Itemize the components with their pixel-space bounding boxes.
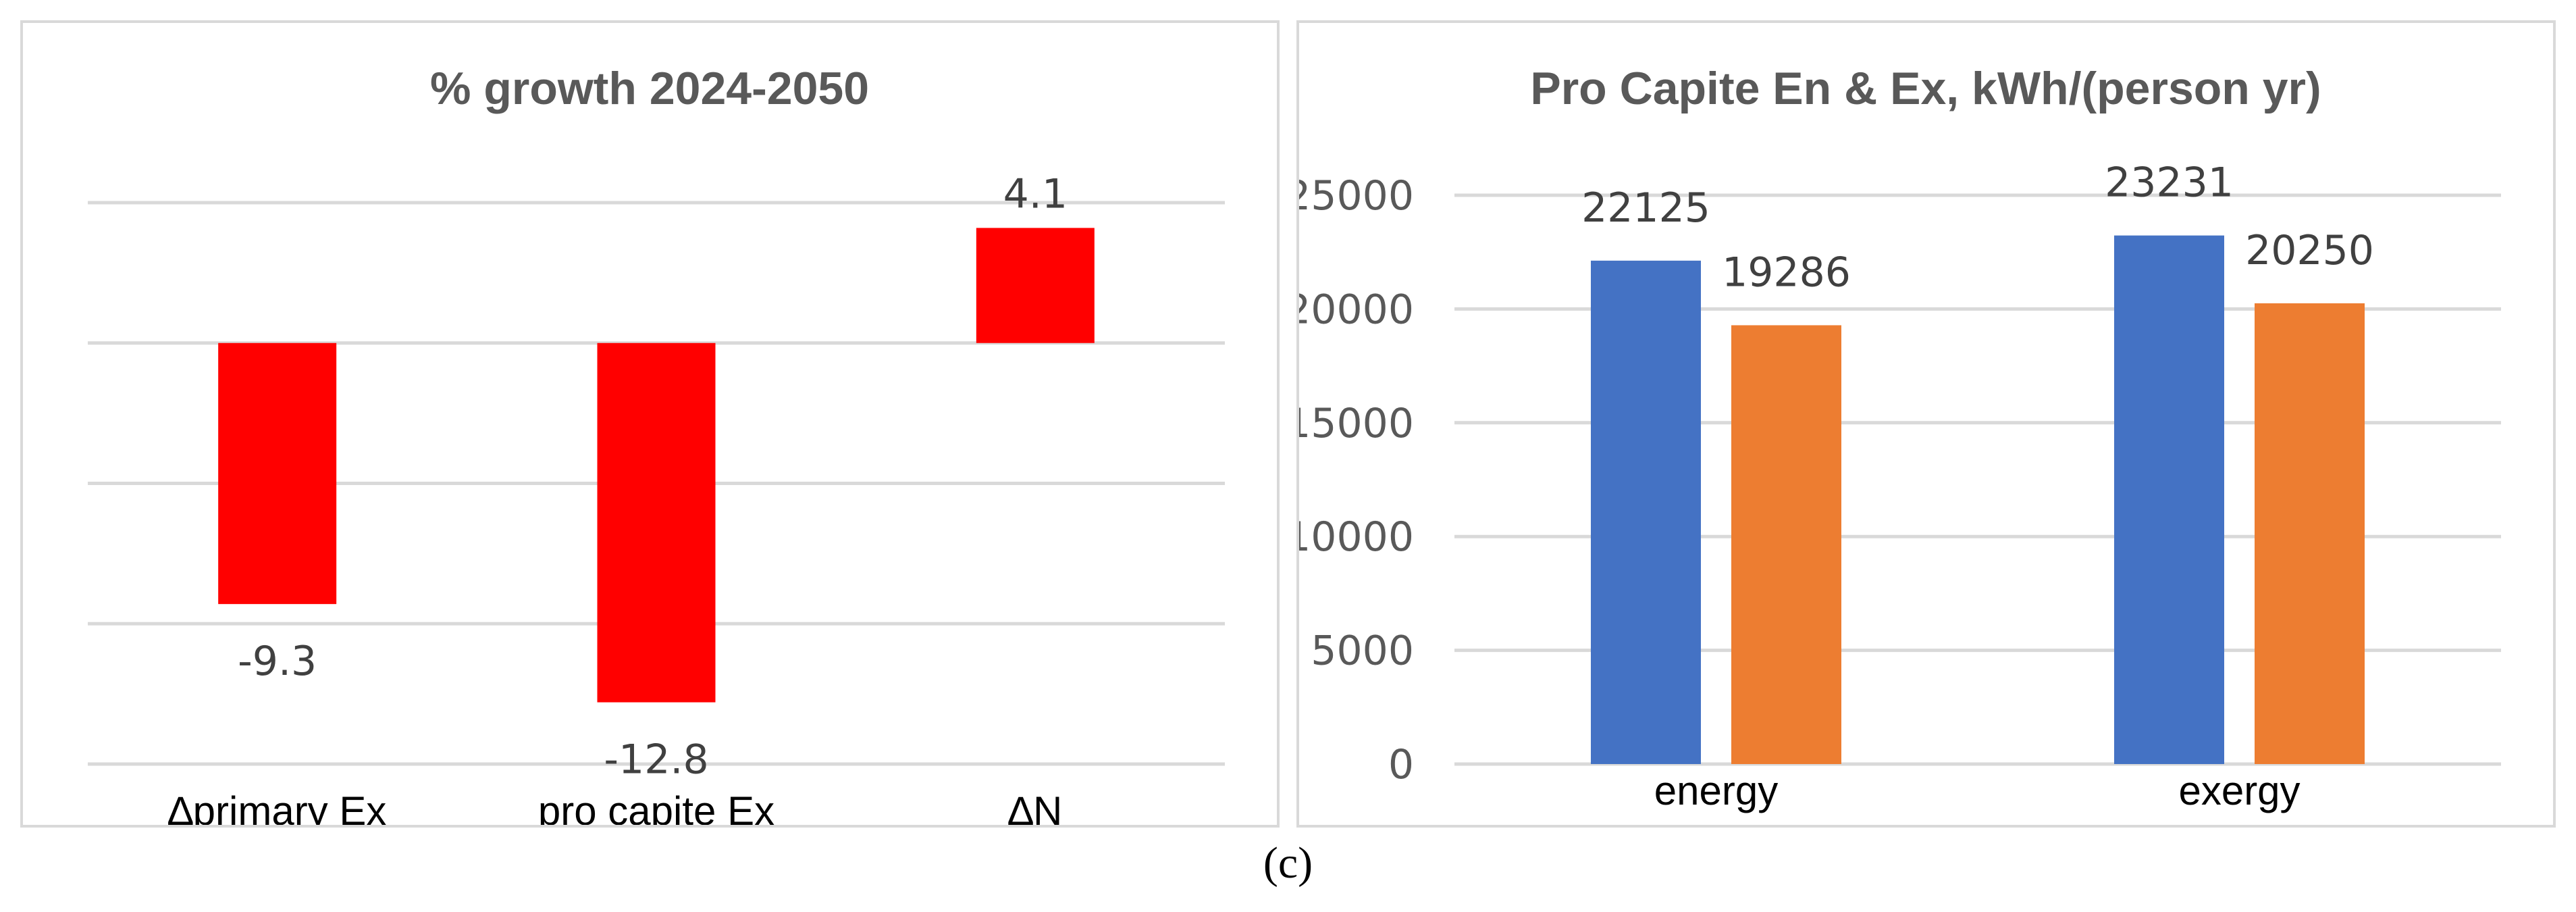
- data-label: 23231: [2105, 159, 2234, 207]
- y-tick-label: 10000: [1299, 513, 1414, 561]
- growth-chart-panel: % growth 2024-2050 -9.3 ∆primary Ex -12.8 pr…: [20, 20, 1280, 828]
- data-label: 19286: [1722, 249, 1851, 296]
- bar: [2114, 235, 2224, 764]
- data-label: -9.3: [238, 638, 317, 685]
- per-capita-chart-panel: Pro Capite En & Ex, kWh/(person yr) 0 5000…: [1296, 20, 2556, 828]
- data-label: 22125: [1581, 184, 1710, 232]
- data-label: 4.1: [1003, 170, 1068, 218]
- per-capita-chart: Pro Capite En & Ex, kWh/(person yr) 0 5000…: [1299, 63, 2501, 813]
- bar: [2255, 303, 2365, 765]
- bar: [597, 343, 716, 703]
- y-tick-label: 15000: [1299, 400, 1414, 447]
- bar: [1591, 260, 1701, 765]
- data-label: -12.8: [604, 736, 708, 784]
- y-tick-label: 20000: [1299, 286, 1414, 333]
- category-label: ∆N: [1008, 788, 1062, 825]
- data-label: 20250: [2245, 227, 2374, 274]
- category-label: pro capite Ex: [538, 788, 774, 825]
- y-tick-label: 0: [1388, 741, 1414, 788]
- category-label: ∆primary Ex: [168, 788, 386, 825]
- bar: [1731, 325, 1841, 764]
- chart-title: Pro Capite En & Ex, kWh/(person yr): [1530, 63, 2321, 114]
- category-label: exergy: [2178, 768, 2300, 813]
- y-tick-label: 25000: [1299, 172, 1414, 220]
- growth-chart: % growth 2024-2050 -9.3 ∆primary Ex -12.8 pr…: [88, 63, 1225, 825]
- category-label: energy: [1654, 768, 1778, 813]
- y-tick-label: 5000: [1311, 628, 1414, 675]
- bar: [218, 343, 337, 605]
- figure-caption: (c): [1263, 838, 1313, 888]
- bar: [976, 228, 1095, 343]
- chart-title: % growth 2024-2050: [430, 63, 869, 114]
